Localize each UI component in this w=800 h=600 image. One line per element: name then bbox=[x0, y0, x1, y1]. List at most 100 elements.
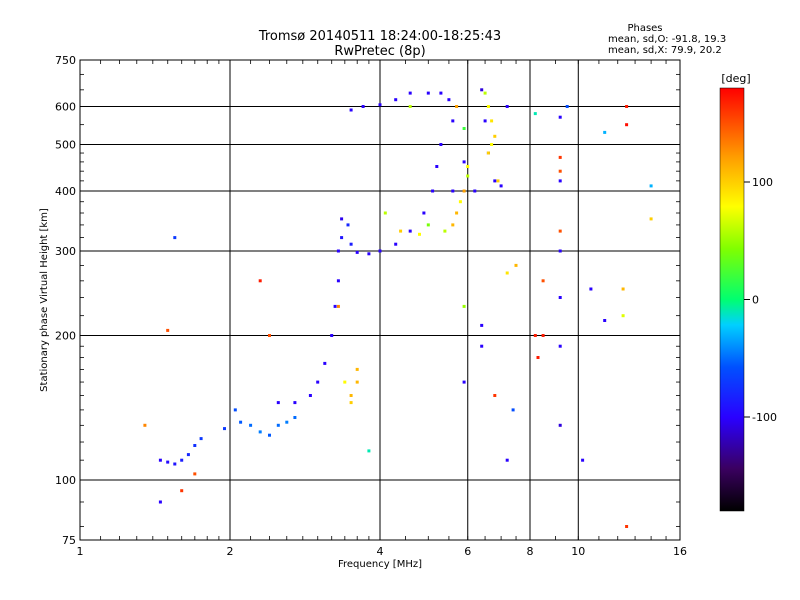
data-point-x bbox=[383, 211, 387, 215]
y-tick-label: 750 bbox=[55, 54, 76, 67]
stats-line-x: mean, sd,X: 79.9, 20.2 bbox=[608, 45, 722, 56]
data-point-o bbox=[480, 323, 484, 327]
data-point-o bbox=[473, 189, 477, 193]
data-point-o bbox=[581, 458, 585, 462]
data-point-o bbox=[431, 189, 435, 193]
data-point-o bbox=[493, 179, 497, 183]
data-point-o bbox=[558, 423, 562, 427]
data-point-o bbox=[480, 88, 484, 92]
data-point-o bbox=[558, 179, 562, 183]
y-tick-label: 200 bbox=[55, 330, 76, 343]
data-point-o bbox=[408, 91, 412, 95]
data-point-o bbox=[558, 296, 562, 299]
data-point-x bbox=[180, 489, 184, 493]
data-point-o bbox=[268, 433, 271, 437]
data-point-o bbox=[285, 420, 289, 424]
data-point-o bbox=[180, 458, 184, 462]
data-point-o bbox=[435, 165, 439, 168]
data-point-x bbox=[166, 328, 170, 332]
data-point-x bbox=[462, 189, 466, 193]
data-point-o bbox=[451, 189, 455, 193]
data-point-x bbox=[443, 229, 447, 233]
data-point-o bbox=[323, 361, 327, 365]
colorbar-tick-label: 100 bbox=[752, 176, 773, 189]
data-point-o bbox=[422, 211, 426, 215]
data-point-x bbox=[143, 423, 147, 427]
data-point-x bbox=[466, 165, 470, 168]
data-point-x bbox=[466, 174, 470, 178]
data-point-x bbox=[625, 525, 629, 528]
colorbar-tick-label: 0 bbox=[752, 294, 759, 307]
data-point-o bbox=[166, 460, 170, 464]
x-tick-label: 4 bbox=[377, 545, 384, 558]
data-point-x bbox=[511, 408, 515, 412]
data-point-x bbox=[486, 151, 490, 155]
data-point-o bbox=[316, 380, 320, 384]
plot-frame bbox=[79, 59, 681, 541]
x-tick-label: 8 bbox=[527, 545, 534, 558]
data-point-o bbox=[480, 344, 484, 348]
data-point-o bbox=[308, 394, 312, 397]
data-point-o bbox=[505, 458, 509, 462]
data-point-x bbox=[462, 127, 466, 130]
data-point-x bbox=[486, 105, 490, 108]
data-point-o bbox=[336, 249, 340, 253]
data-point-x bbox=[268, 334, 271, 337]
data-point-x bbox=[462, 304, 466, 308]
stats-header: Phases bbox=[627, 23, 662, 34]
data-point-x bbox=[193, 472, 197, 476]
data-point-o bbox=[378, 103, 382, 107]
y-tick-label: 75 bbox=[62, 534, 76, 547]
data-point-o bbox=[340, 217, 344, 221]
data-point-o bbox=[239, 420, 243, 424]
data-point-x bbox=[426, 223, 430, 227]
data-point-x bbox=[533, 334, 537, 337]
data-point-o bbox=[394, 242, 398, 246]
data-point-o bbox=[158, 458, 162, 462]
data-point-o bbox=[340, 236, 344, 240]
y-tick-label: 100 bbox=[55, 474, 76, 487]
stats-line-o: mean, sd,O: -91.8, 19.3 bbox=[608, 34, 726, 45]
data-point-o bbox=[505, 105, 509, 108]
data-point-x bbox=[367, 449, 371, 453]
data-point-o bbox=[603, 319, 607, 322]
data-point-x bbox=[541, 279, 545, 283]
data-point-x bbox=[399, 229, 403, 233]
data-point-x bbox=[451, 223, 455, 227]
data-point-o bbox=[451, 119, 455, 123]
chart-title: Tromsø 20140511 18:24:00-18:25:43 bbox=[258, 29, 501, 44]
data-point-x bbox=[493, 394, 497, 397]
data-point-o bbox=[276, 401, 280, 405]
data-point-x bbox=[496, 179, 500, 183]
y-tick-label: 400 bbox=[55, 185, 76, 198]
data-point-x bbox=[533, 112, 537, 116]
data-point-o bbox=[408, 229, 412, 233]
x-tick-label: 16 bbox=[673, 545, 687, 558]
x-tick-label: 2 bbox=[227, 545, 234, 558]
x-tick-label: 10 bbox=[571, 545, 585, 558]
chart-subtitle: RwPretec (8p) bbox=[334, 44, 425, 59]
data-point-x bbox=[458, 200, 462, 204]
data-point-x bbox=[558, 155, 562, 159]
data-point-o bbox=[426, 91, 430, 95]
data-point-o bbox=[349, 108, 353, 112]
data-point-x bbox=[455, 105, 459, 108]
data-point-o bbox=[276, 423, 280, 427]
x-axis-label: Frequency [MHz] bbox=[338, 559, 422, 570]
data-point-o bbox=[173, 462, 177, 466]
y-tick-label: 300 bbox=[55, 245, 76, 258]
data-point-o bbox=[233, 408, 237, 412]
data-point-o bbox=[355, 250, 359, 254]
data-point-x bbox=[355, 380, 359, 384]
data-point-x bbox=[649, 217, 653, 221]
data-point-o bbox=[330, 334, 334, 337]
data-point-o bbox=[158, 500, 162, 504]
data-point-o bbox=[462, 160, 466, 164]
data-points bbox=[143, 88, 653, 528]
data-point-o bbox=[333, 304, 337, 308]
data-point-x bbox=[490, 119, 494, 123]
data-point-o bbox=[293, 401, 297, 405]
data-point-x bbox=[621, 287, 625, 291]
data-point-x bbox=[336, 304, 340, 308]
